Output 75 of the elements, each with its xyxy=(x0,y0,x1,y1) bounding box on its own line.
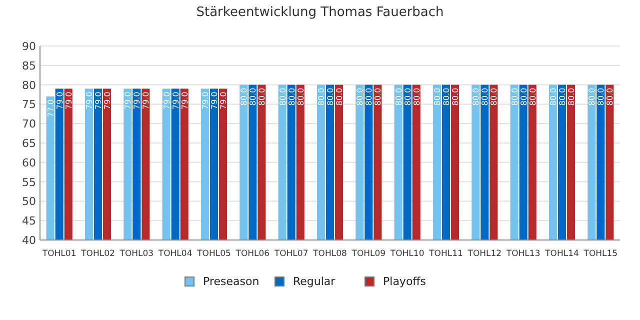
data-label: 80.0 xyxy=(356,88,365,106)
x-tick-label: TOHL11 xyxy=(428,249,463,259)
y-tick-label: 50 xyxy=(22,195,36,208)
x-tick-label: TOHL03 xyxy=(118,249,154,259)
data-label: 80.0 xyxy=(248,88,258,106)
data-label: 79.0 xyxy=(180,92,190,110)
x-tick-label: TOHL02 xyxy=(80,249,115,259)
data-label: 79.0 xyxy=(219,92,228,110)
legend-label: Regular xyxy=(293,275,336,288)
data-label: 79.0 xyxy=(142,92,151,110)
data-label: 79.0 xyxy=(132,92,142,110)
data-label: 80.0 xyxy=(394,88,404,106)
y-tick-label: 90 xyxy=(22,40,36,53)
x-tick-label: TOHL12 xyxy=(466,249,502,259)
data-label: 80.0 xyxy=(403,88,412,106)
x-tick-label: TOHL09 xyxy=(350,249,386,259)
data-label: 80.0 xyxy=(519,88,528,106)
y-tick-label: 55 xyxy=(22,176,36,189)
data-label: 80.0 xyxy=(442,88,451,106)
data-label: 79.0 xyxy=(94,92,103,110)
data-label: 80.0 xyxy=(548,88,558,106)
data-label: 79.0 xyxy=(124,92,133,110)
data-label: 79.0 xyxy=(210,92,219,110)
data-label: 80.0 xyxy=(606,88,615,106)
data-label: 80.0 xyxy=(588,88,597,106)
data-label: 80.0 xyxy=(258,88,267,106)
data-label: 80.0 xyxy=(528,88,538,106)
data-label: 79.0 xyxy=(103,92,112,110)
data-label: 80.0 xyxy=(364,88,374,106)
x-tick-label: TOHL15 xyxy=(582,249,618,259)
x-tick-label: TOHL10 xyxy=(389,249,424,259)
data-label: 80.0 xyxy=(472,88,481,106)
y-tick-label: 40 xyxy=(22,234,36,247)
data-label: 80.0 xyxy=(278,88,288,106)
x-tick-label: TOHL01 xyxy=(41,249,76,259)
data-label: 77.0 xyxy=(46,99,56,118)
data-label: 80.0 xyxy=(480,88,490,106)
data-label: 80.0 xyxy=(432,88,442,106)
x-tick-label: TOHL14 xyxy=(544,249,579,259)
y-tick-label: 75 xyxy=(22,98,36,112)
y-tick-label: 70 xyxy=(22,118,36,131)
x-tick-label: TOHL08 xyxy=(312,249,347,259)
data-label: 80.0 xyxy=(326,88,335,106)
chart-title: Stärkeentwicklung Thomas Fauerbach xyxy=(196,5,444,20)
x-tick-label: TOHL06 xyxy=(234,249,270,259)
x-tick-label: TOHL13 xyxy=(505,249,540,259)
data-label: 80.0 xyxy=(412,88,422,106)
data-label: 79.0 xyxy=(64,92,74,110)
legend-label: Playoffs xyxy=(383,275,426,288)
data-label: 80.0 xyxy=(240,88,249,106)
data-label: 80.0 xyxy=(296,88,306,106)
data-label: 79.0 xyxy=(162,92,172,110)
y-tick-label: 45 xyxy=(22,214,36,228)
data-label: 80.0 xyxy=(510,88,520,106)
x-tick-label: TOHL07 xyxy=(273,249,308,259)
data-label: 80.0 xyxy=(287,88,296,106)
data-label: 80.0 xyxy=(335,88,344,106)
y-tick-label: 65 xyxy=(22,137,36,150)
data-label: 80.0 xyxy=(567,88,576,106)
legend-label: Preseason xyxy=(203,275,260,288)
data-label: 79.0 xyxy=(200,92,210,110)
data-label: 79.0 xyxy=(171,92,180,110)
data-label: 80.0 xyxy=(374,88,383,106)
y-tick-label: 60 xyxy=(22,156,36,170)
data-label: 80.0 xyxy=(316,88,326,106)
data-label: 80.0 xyxy=(451,88,460,106)
data-label: 80.0 xyxy=(490,88,499,106)
y-tick-label: 80 xyxy=(22,78,36,92)
y-tick-label: 85 xyxy=(22,59,36,72)
data-label: 80.0 xyxy=(596,88,606,106)
data-label: 79.0 xyxy=(84,92,94,110)
x-tick-label: TOHL05 xyxy=(196,249,231,259)
data-label: 79.0 xyxy=(55,92,64,110)
data-label: 80.0 xyxy=(558,88,567,106)
x-tick-label: TOHL04 xyxy=(157,249,192,259)
